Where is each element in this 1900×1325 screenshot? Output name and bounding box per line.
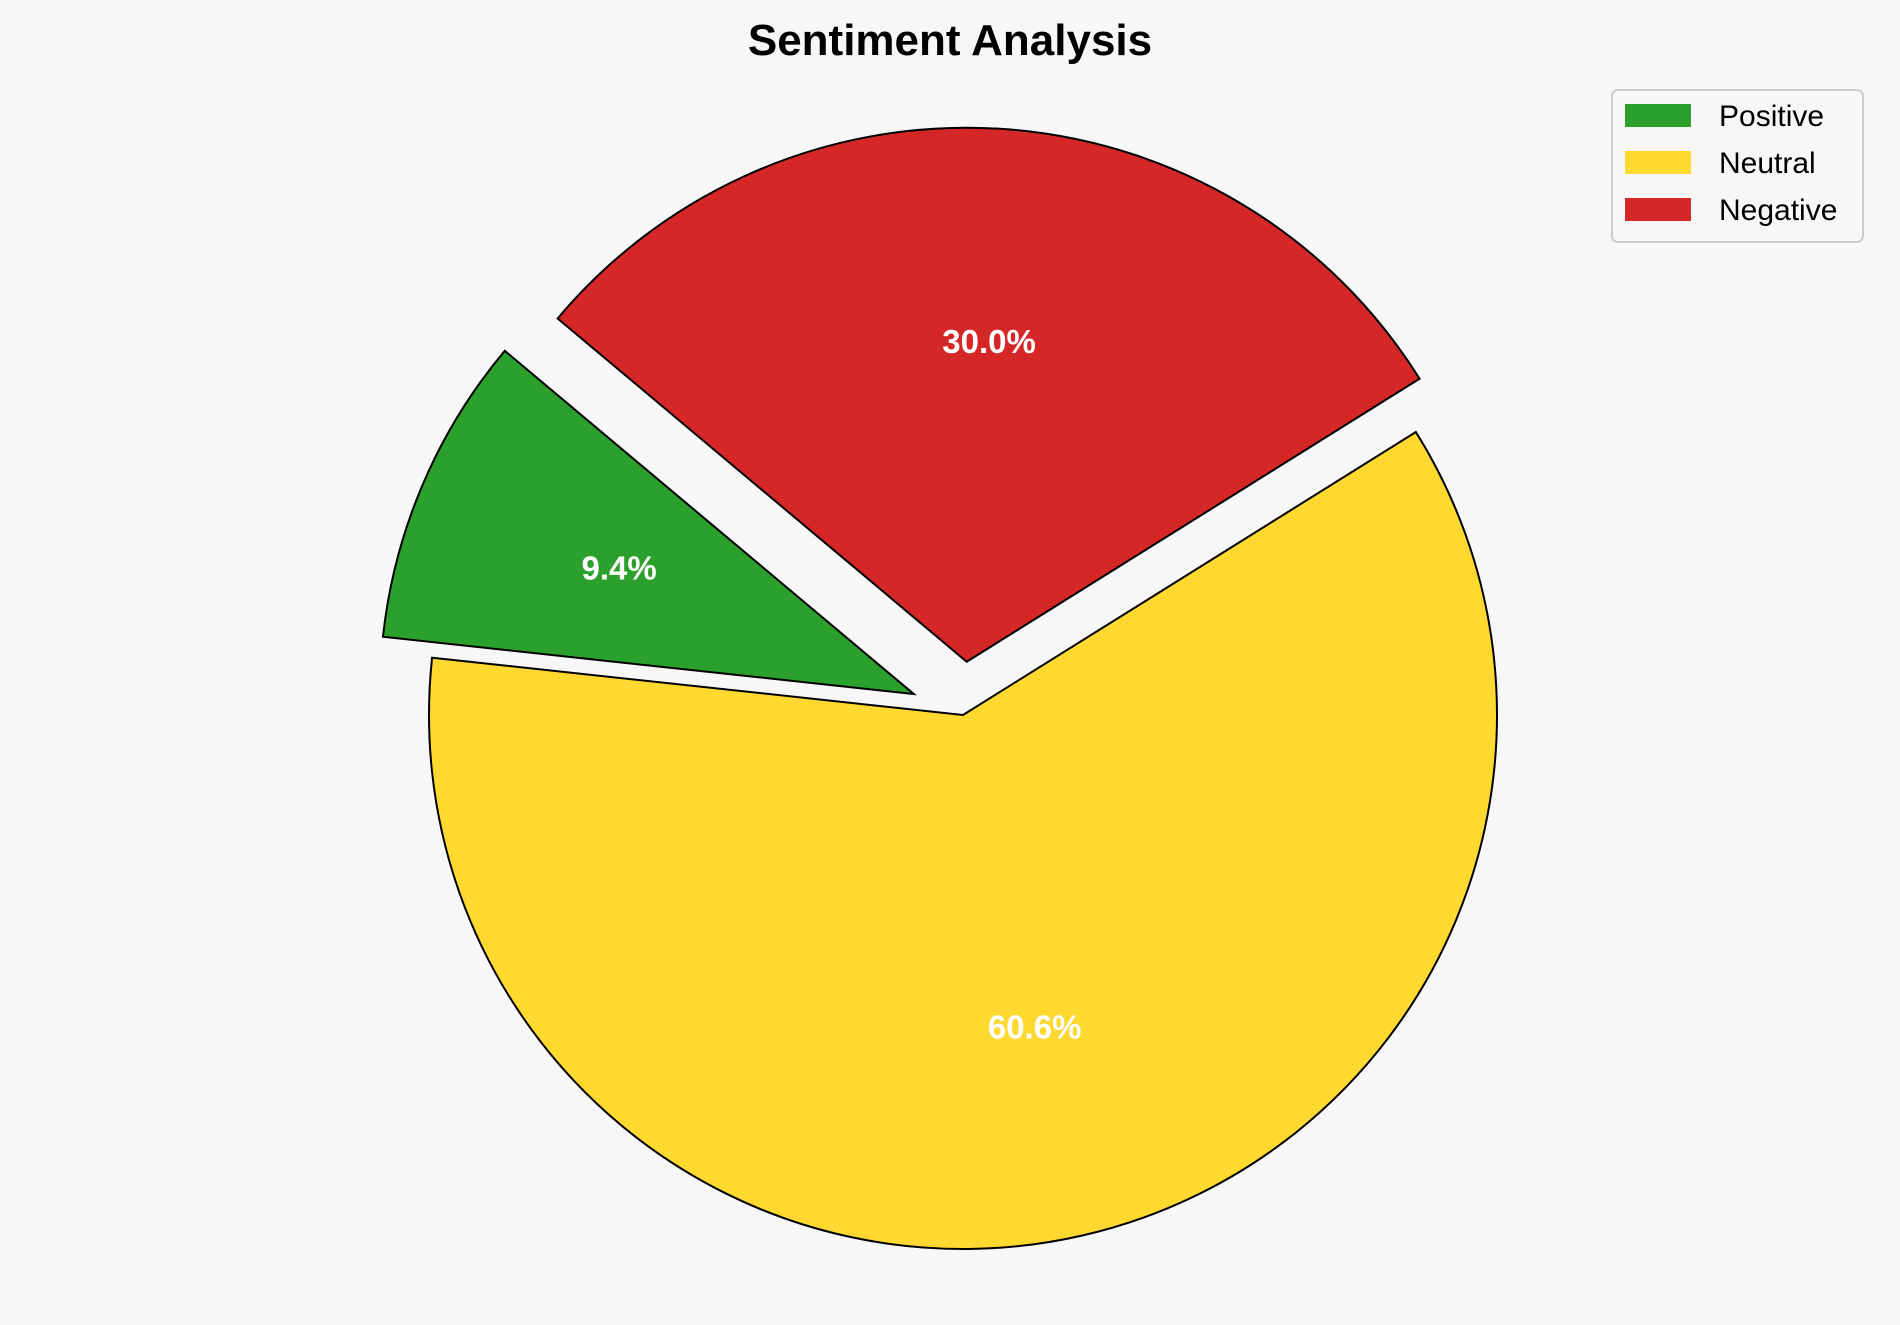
legend-swatch-neutral — [1625, 151, 1691, 174]
pct-label-positive: 9.4% — [582, 549, 657, 586]
pie-wedges — [381, 126, 1498, 1250]
legend-swatch-negative — [1625, 198, 1691, 221]
pct-label-negative: 30.0% — [942, 323, 1036, 360]
pie-labels: 9.4% 60.6% 30.0% — [582, 323, 1082, 1045]
legend-swatch-positive — [1625, 104, 1691, 127]
wedge-positive — [381, 349, 918, 696]
legend-label-neutral: Neutral — [1719, 147, 1816, 180]
chart-title: Sentiment Analysis — [748, 16, 1152, 65]
wedge-negative — [556, 126, 1421, 663]
legend-label-negative: Negative — [1719, 194, 1837, 227]
pct-label-neutral: 60.6% — [988, 1008, 1082, 1045]
wedge-neutral — [428, 430, 1498, 1250]
legend-label-positive: Positive — [1719, 100, 1824, 133]
legend: Positive Neutral Negative — [1611, 89, 1864, 243]
